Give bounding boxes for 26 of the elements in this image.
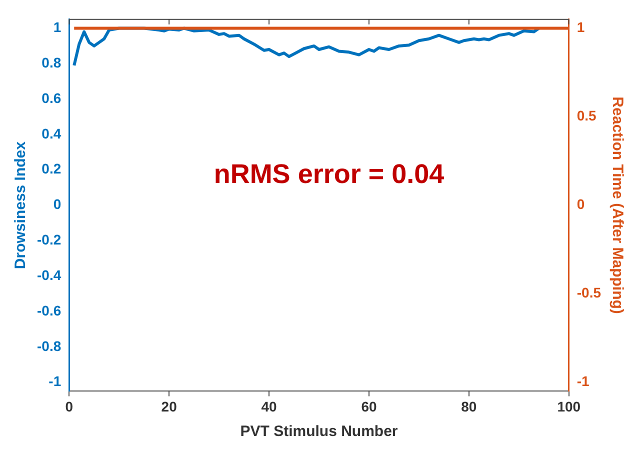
y-tick-label: -0.6 (37, 302, 62, 318)
x-tick-label: 80 (461, 398, 477, 414)
y-tick-label: 0.4 (42, 125, 62, 142)
y2-tick-label: -0.5 (576, 284, 602, 301)
y-tick-label: -1 (48, 373, 62, 390)
x-axis-title: PVT Stimulus Number (240, 423, 398, 440)
y-tick-label: 0 (53, 196, 62, 212)
annotation: nRMS error = 0.04 (214, 159, 444, 190)
y-tick-label: -0.2 (37, 232, 62, 248)
y2-axis-title: Reaction Time (After Mapping) (608, 96, 626, 314)
x-tick-label: 60 (361, 398, 377, 414)
y2-tick-label: -1 (576, 373, 590, 390)
y2-tick-label: 1 (576, 19, 585, 36)
y-axis-title: Drowsiness Index (12, 140, 30, 270)
y2-tick-label: 0.5 (576, 108, 597, 124)
y-tick-label: 1 (53, 19, 62, 36)
y-tick-label: -0.8 (37, 338, 62, 354)
x-tick-label: 0 (65, 398, 74, 414)
y-tick-label: 0.6 (42, 90, 62, 106)
y-tick-label: 0.8 (42, 54, 62, 71)
y-tick-label: 0.2 (42, 160, 62, 177)
x-tick-label: 40 (261, 398, 278, 414)
y-tick-label: -0.4 (37, 266, 62, 283)
x-tick-label: 100 (557, 398, 581, 414)
x-tick-label: 20 (161, 398, 178, 414)
y2-tick-label: 0 (576, 196, 585, 212)
